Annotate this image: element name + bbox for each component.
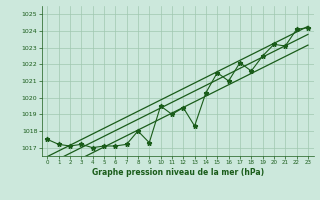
X-axis label: Graphe pression niveau de la mer (hPa): Graphe pression niveau de la mer (hPa) [92,168,264,177]
